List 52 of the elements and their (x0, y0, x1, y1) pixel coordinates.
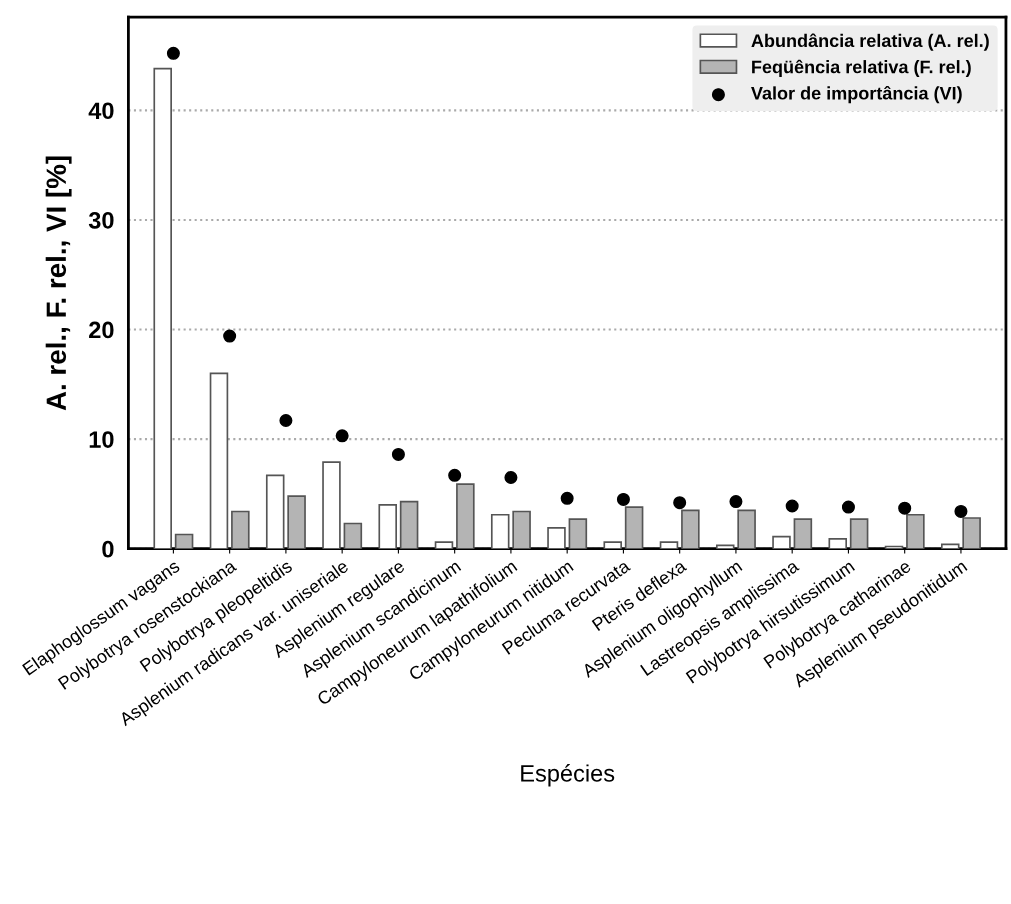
bar (906, 513, 925, 549)
y-axis-title: A. rel., F. rel., VI [%] (45, 156, 72, 411)
bar (209, 372, 229, 549)
bar (772, 535, 791, 549)
point (785, 499, 799, 513)
bar (153, 67, 172, 549)
bar (828, 538, 848, 549)
point (841, 500, 855, 514)
y-tick-label: 40 (88, 102, 114, 120)
point (279, 413, 293, 428)
y-tick-label: 0 (102, 540, 114, 558)
bar (568, 518, 588, 549)
point (673, 496, 687, 510)
bar (737, 509, 756, 549)
point (898, 501, 912, 515)
point (391, 447, 405, 461)
bar (231, 510, 250, 549)
bar (624, 506, 644, 549)
y-tick-label: 20 (89, 321, 114, 339)
point (954, 504, 968, 518)
point (448, 468, 462, 482)
bar (287, 495, 306, 549)
bar (793, 518, 813, 549)
point (335, 429, 349, 443)
bar (512, 510, 531, 549)
point (166, 46, 180, 60)
bar (378, 504, 397, 549)
legend-label: Feqüência relativa (F. rel.) (752, 59, 971, 77)
bar (399, 500, 419, 549)
bar (603, 541, 623, 549)
y-tick-label: 10 (89, 431, 114, 448)
bar (343, 522, 363, 549)
bar (322, 461, 341, 549)
point (616, 492, 630, 506)
bar (490, 513, 510, 549)
bar (265, 474, 285, 549)
bar (547, 527, 566, 549)
y-tick-label: 30 (88, 212, 114, 229)
bar (434, 541, 454, 549)
bar (849, 518, 869, 549)
bar (659, 541, 679, 549)
point (560, 491, 574, 505)
bar (456, 483, 475, 549)
legend-label: Valor de importância (VI) (751, 85, 962, 104)
bar (174, 533, 194, 549)
point (223, 329, 237, 343)
x-axis-title: Espécies (521, 764, 615, 787)
bar (681, 509, 700, 549)
bar (962, 517, 981, 549)
point (729, 495, 743, 509)
point (504, 470, 518, 484)
legend-label: Abundância relativa (A. rel.) (751, 33, 989, 51)
